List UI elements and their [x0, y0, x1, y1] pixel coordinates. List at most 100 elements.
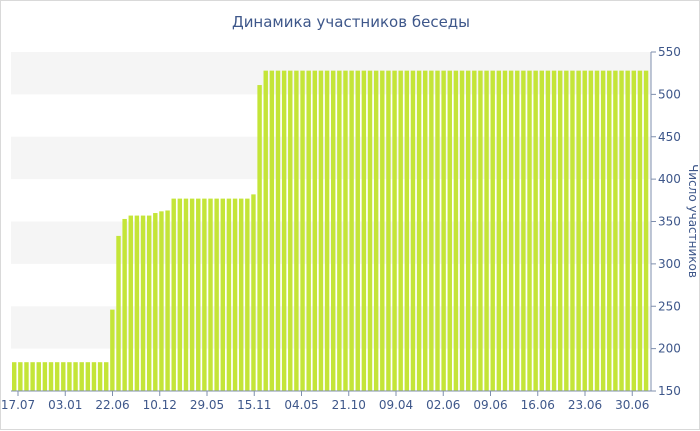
- bar: [416, 70, 422, 392]
- bar: [202, 198, 207, 391]
- bar: [300, 70, 305, 392]
- bar: [128, 215, 133, 391]
- bar: [245, 198, 250, 391]
- bar: [67, 362, 72, 391]
- bar: [570, 70, 575, 392]
- bar: [398, 70, 403, 392]
- bar: [104, 362, 109, 391]
- bar: [447, 70, 452, 392]
- bar: [306, 70, 311, 392]
- bar: [459, 70, 465, 392]
- bar: [453, 70, 459, 392]
- bar: [533, 70, 538, 392]
- bar: [643, 70, 649, 392]
- bar: [220, 198, 225, 391]
- x-axis: 17.07 03.01 22.06 10.12 29.05 15.11 04.05 21.10…: [1, 390, 651, 412]
- y-tick-label: 500: [658, 87, 681, 101]
- bar: [134, 215, 140, 391]
- bar: [159, 211, 164, 391]
- y-tick-label: 200: [658, 342, 681, 356]
- bar: [30, 362, 35, 391]
- bar: [79, 362, 84, 391]
- x-tick-label: 15.11: [237, 398, 271, 412]
- bar: [410, 70, 416, 392]
- bar: [288, 70, 293, 392]
- bar: [619, 70, 624, 392]
- x-tick-label: 03.01: [48, 398, 82, 412]
- bar: [238, 198, 244, 391]
- bar: [386, 70, 391, 392]
- bar: [42, 362, 48, 391]
- bar: [502, 70, 508, 392]
- bar: [551, 70, 557, 392]
- x-tick-label: 16.06: [521, 398, 555, 412]
- y-tick-label: 450: [658, 130, 681, 144]
- bar: [484, 70, 489, 392]
- bar: [110, 309, 115, 391]
- bar: [478, 70, 483, 392]
- x-tick-label: 02.06: [426, 398, 460, 412]
- bar: [85, 362, 91, 391]
- bar: [54, 362, 60, 391]
- y-tick-label: 350: [658, 215, 681, 229]
- bar: [275, 70, 281, 392]
- bar: [61, 362, 66, 391]
- bar: [226, 198, 232, 391]
- bar: [600, 70, 606, 392]
- bar: [367, 70, 373, 392]
- bar: [429, 70, 434, 392]
- bar: [441, 70, 446, 392]
- bar: [465, 70, 471, 392]
- bar: [312, 70, 318, 392]
- bar: [435, 70, 440, 392]
- bar: [508, 70, 514, 392]
- bar: [73, 362, 78, 391]
- bar: [116, 235, 121, 391]
- x-tick-label: 30.06: [615, 398, 649, 412]
- bar: [36, 362, 41, 391]
- y-tick-label: 150: [658, 384, 681, 398]
- bar: [165, 210, 170, 391]
- bar: [318, 70, 324, 392]
- bar: [380, 70, 385, 392]
- bar: [171, 198, 176, 391]
- bar: [576, 70, 581, 392]
- bar: [269, 70, 275, 392]
- bar: [613, 70, 618, 392]
- bar-series: [12, 70, 649, 392]
- bar: [637, 70, 643, 392]
- bar: [140, 215, 146, 391]
- bar: [337, 70, 342, 392]
- bar: [263, 70, 268, 392]
- chart-title: Динамика участников беседы: [231, 13, 471, 31]
- x-tick-label: 29.05: [190, 398, 224, 412]
- bar: [232, 198, 238, 391]
- bar: [594, 70, 600, 392]
- bar: [196, 198, 201, 391]
- bar: [189, 198, 195, 391]
- bar: [18, 362, 23, 391]
- y-axis: 150 200 250 300 350 400 450 500 550: [650, 45, 681, 398]
- x-tick-label: 22.06: [95, 398, 129, 412]
- bar: [153, 213, 158, 391]
- bar: [607, 70, 612, 392]
- bar: [582, 70, 587, 392]
- y-axis-label: Число участников: [686, 164, 700, 278]
- bar: [122, 218, 127, 391]
- bar: [472, 70, 477, 392]
- bar: [324, 70, 330, 392]
- bar: [490, 70, 495, 392]
- bar: [343, 70, 348, 392]
- x-tick-label: 23.06: [568, 398, 602, 412]
- bar: [257, 85, 262, 392]
- bar: [355, 70, 360, 392]
- bar: [146, 215, 152, 391]
- bar: [97, 362, 103, 391]
- bar: [625, 70, 630, 392]
- y-tick-label: 400: [658, 172, 681, 186]
- bar: [281, 70, 287, 392]
- bar: [404, 70, 410, 392]
- bar: [564, 70, 569, 392]
